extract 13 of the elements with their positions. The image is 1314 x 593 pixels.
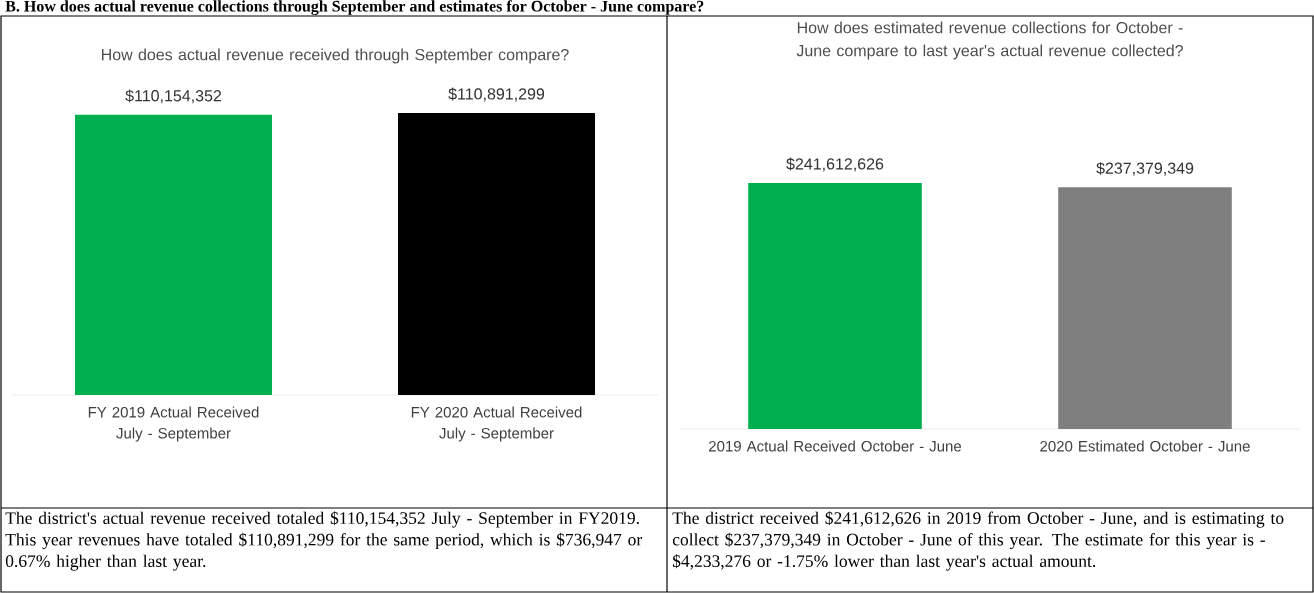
chart-title: How does estimated revenue collections for October - June compare to last year's actual revenue collected?: [796, 21, 1183, 60]
x-tick-label: FY 2019 Actual Received July - September: [88, 406, 259, 442]
x-tick-label: FY 2020 Actual Received July - September: [411, 406, 582, 442]
data-label: $241,612,626: [786, 157, 884, 172]
x-tick-label: 2020 Estimated October - June: [1040, 440, 1250, 452]
data-label: $110,154,352: [125, 89, 222, 104]
x-tick-label: 2019 Actual Received October - June: [709, 440, 962, 452]
data-label: $110,891,299: [448, 87, 545, 102]
text: B. How does actual revenue collections through September and estimates for October - June compare?: [5, 0, 704, 15]
text: The district received $241,612,626 in 2019 from October - June, and is estimating to collect $237,379,349 in October - June of this year. The estimate for this year is -$4,233,276 or -1.75% lower than last year's actual amount.: [672, 511, 1284, 571]
chart-title: How does actual revenue received through September compare?: [101, 48, 569, 64]
text: The district's actual revenue received totaled $110,154,352 July - September in FY2019. This year revenues have totaled $110,891,299 for the same period, which is $736,947 or 0.67% higher than last year.: [5, 511, 643, 571]
data-label: $237,379,349: [1096, 161, 1194, 176]
